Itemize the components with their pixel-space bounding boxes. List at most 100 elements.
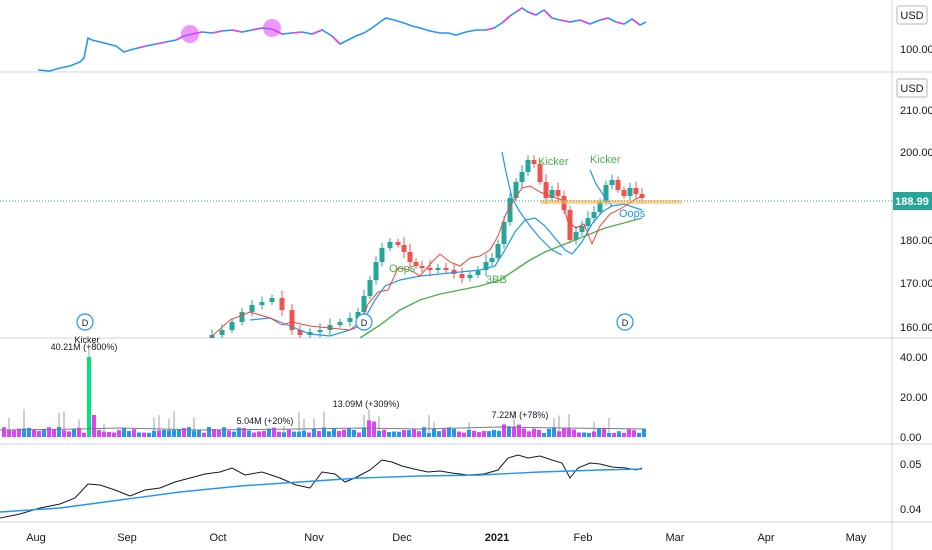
volume-bar — [557, 431, 561, 437]
volume-bar — [177, 429, 181, 437]
price-tick-label: 200.00 — [900, 147, 932, 159]
candle-body — [531, 160, 537, 164]
time-axis[interactable]: Aug Sep Oct Nov Dec 2021 Feb Mar Apr May — [26, 532, 867, 544]
volume-bar — [72, 428, 76, 437]
volume-bar — [232, 431, 236, 437]
candle-body — [367, 280, 373, 296]
volume-bar — [332, 428, 336, 437]
volume-bar — [7, 430, 11, 437]
volume-bar — [97, 430, 101, 437]
volume-bar — [467, 429, 471, 437]
volume-bar — [152, 430, 156, 437]
volume-bar — [227, 430, 231, 437]
volume-bar — [92, 415, 96, 437]
volume-bar — [347, 428, 351, 437]
volume-bar — [2, 427, 6, 437]
candle-body — [467, 275, 473, 278]
rs-highlight-segment — [615, 21, 625, 25]
volume-bar — [552, 427, 556, 437]
volume-bar — [452, 428, 456, 437]
price-axis[interactable]: 210.00200.00190.00180.00170.00160.00100.… — [893, 0, 932, 516]
volume-bar — [292, 431, 296, 437]
candle-body — [555, 190, 561, 196]
dividend-marker — [76, 313, 94, 331]
signal-oops-dec: Oops — [389, 263, 416, 275]
volume-bar — [307, 432, 311, 437]
volume-bar — [367, 420, 371, 437]
volume-bar — [122, 428, 126, 437]
volume-bar — [417, 431, 421, 437]
rs-highlight-segment — [485, 27, 495, 31]
volume-bar — [322, 427, 326, 437]
volume-bar — [542, 432, 546, 437]
volume-tick-label: 40.00 — [900, 352, 928, 364]
volume-bar — [592, 431, 596, 437]
rs-highlight-segment — [559, 19, 571, 23]
volume-bar — [537, 430, 541, 437]
candle-body — [407, 252, 413, 262]
signal-kicker-jan: Kicker — [538, 156, 569, 168]
volume-bar — [147, 432, 151, 437]
rs-highlight-segment — [231, 29, 243, 33]
volume-bar — [132, 429, 136, 437]
rs-highlight-segment — [515, 7, 523, 13]
ratio-tick-label: 0.05 — [900, 459, 921, 471]
signal-kicker-feb: Kicker — [590, 154, 621, 166]
volume-bar — [497, 430, 501, 437]
volume-bar — [112, 432, 116, 437]
currency-text: USD — [900, 10, 923, 22]
volume-bar — [607, 432, 611, 437]
candle-body — [597, 202, 603, 212]
volume-bar — [372, 421, 376, 437]
volume-bar — [277, 431, 281, 437]
trailing-stop-line — [209, 185, 643, 338]
volume-bar — [172, 430, 176, 437]
volume-bar — [462, 432, 466, 437]
price-tick-label: 210.00 — [900, 105, 932, 117]
volume-bar — [397, 431, 401, 437]
volume-spike-label: 40.21M (+800%) — [51, 342, 118, 352]
candle-body — [435, 268, 441, 270]
volume-bar — [167, 430, 171, 437]
rs-highlight-segment — [291, 31, 303, 34]
candle-body — [229, 322, 235, 330]
volume-bar — [107, 432, 111, 437]
volume-bar — [42, 428, 46, 437]
volume-bar — [257, 431, 261, 437]
candle-body — [501, 222, 507, 244]
volume-bar — [117, 430, 121, 437]
candle-body — [489, 258, 495, 262]
volume-bar — [602, 427, 606, 437]
volume-bar — [597, 428, 601, 437]
candle-body — [297, 330, 303, 335]
volume-bar — [237, 427, 241, 437]
volume-bar — [472, 430, 476, 437]
volume-bar — [387, 432, 391, 437]
last-price-tag: 188.99 — [893, 192, 932, 210]
volume-bar — [342, 429, 346, 437]
rs-highlight-segment — [311, 29, 323, 35]
currency-label-rs[interactable]: USD — [896, 5, 928, 25]
volume-bar — [267, 428, 271, 437]
currency-label-price[interactable]: USD — [896, 78, 928, 98]
resistance-zone — [540, 200, 682, 204]
volume-bar — [27, 427, 31, 437]
volume-bar — [352, 429, 356, 437]
volume-bar — [62, 430, 66, 437]
volume-bar — [182, 428, 186, 437]
dividend-label: D — [82, 318, 89, 328]
volume-bar — [457, 431, 461, 437]
candle-body — [483, 262, 489, 270]
price-tick-label: 160.00 — [900, 322, 932, 334]
volume-bar — [242, 428, 246, 437]
volume-bar — [67, 431, 71, 437]
candle-body — [567, 210, 573, 240]
volume-bar — [637, 432, 641, 437]
volume-bar — [47, 427, 51, 437]
ratio-line-black — [0, 454, 643, 519]
volume-jan-label: 7.22M (+78%) — [492, 410, 549, 420]
candle-body — [379, 248, 385, 262]
volume-bar — [567, 428, 571, 437]
